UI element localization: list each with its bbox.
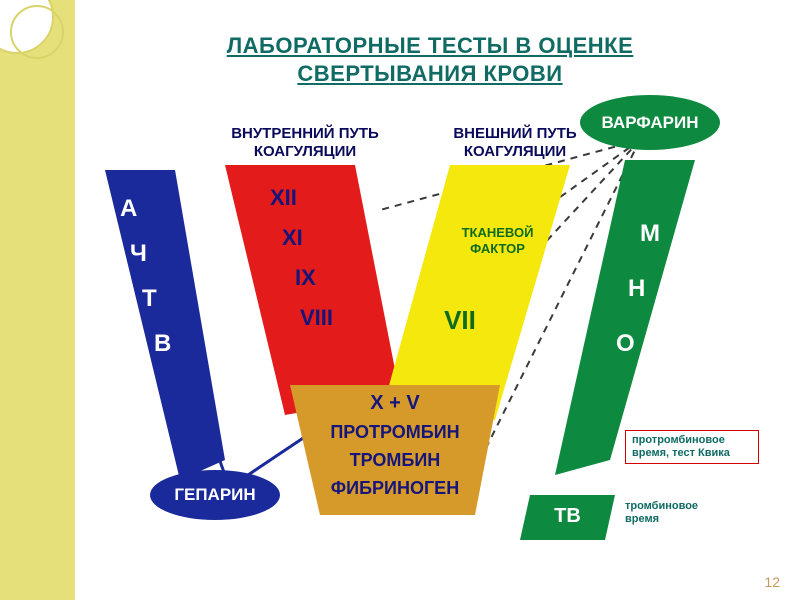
achtv-letter: Ч xyxy=(130,240,147,268)
intrinsic-factor: VIII xyxy=(300,305,333,331)
subtitle-intrinsic: ВНУТРЕННИЙ ПУТЬ КОАГУЛЯЦИИ xyxy=(210,125,400,161)
achtv-letter: В xyxy=(154,330,171,358)
achtv-letter: Т xyxy=(142,285,157,313)
common-line: ПРОТРОМБИН xyxy=(300,422,490,443)
intrinsic-factor: XI xyxy=(282,225,303,251)
shape-intrinsic-red xyxy=(225,165,405,420)
achtv-letter: А xyxy=(120,195,137,223)
mno-letter: М xyxy=(640,220,660,248)
note-prothrombin-time: протромбиновое время, тест Квика xyxy=(625,430,759,464)
diagram-stage: ЛАБОРАТОРНЫЕ ТЕСТЫ В ОЦЕНКЕ СВЕРТЫВАНИЯ … xyxy=(0,0,800,600)
tv-label: ТВ xyxy=(540,505,595,528)
intrinsic-factor: IX xyxy=(295,265,316,291)
mno-letter: О xyxy=(616,330,635,358)
common-line: X + V xyxy=(300,392,490,415)
page-title: ЛАБОРАТОРНЫЕ ТЕСТЫ В ОЦЕНКЕ СВЕРТЫВАНИЯ … xyxy=(100,32,760,87)
title-line1: ЛАБОРАТОРНЫЕ ТЕСТЫ В ОЦЕНКЕ xyxy=(227,33,634,58)
common-line: ТРОМБИН xyxy=(300,450,490,471)
tissue-factor-label: ТКАНЕВОЙ ФАКТОР xyxy=(445,225,550,256)
subtitle-extrinsic: ВНЕШНИЙ ПУТЬ КОАГУЛЯЦИИ xyxy=(425,125,605,161)
heparin-ellipse: ГЕПАРИН xyxy=(150,470,280,520)
common-line: ФИБРИНОГЕН xyxy=(300,478,490,499)
page-number: 12 xyxy=(764,574,780,590)
title-line2: СВЕРТЫВАНИЯ КРОВИ xyxy=(297,61,562,86)
factor-vii: VII xyxy=(420,305,500,336)
note-thrombin-time: тромбиновое время xyxy=(625,500,745,526)
mno-letter: Н xyxy=(628,275,645,303)
intrinsic-factor: XII xyxy=(270,185,297,211)
warfarin-ellipse: ВАРФАРИН xyxy=(580,95,720,150)
